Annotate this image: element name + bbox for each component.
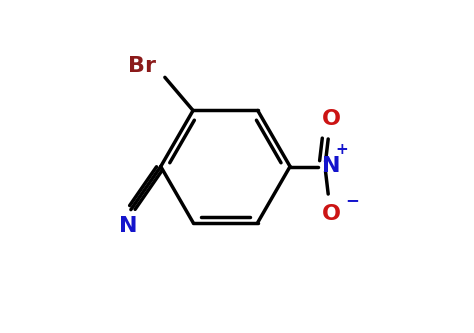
Text: O: O: [322, 109, 341, 129]
Text: +: +: [336, 142, 348, 157]
Text: −: −: [346, 191, 359, 209]
Text: N: N: [119, 215, 137, 235]
Text: Br: Br: [128, 56, 155, 76]
Text: N: N: [321, 157, 340, 176]
Text: O: O: [322, 204, 341, 224]
